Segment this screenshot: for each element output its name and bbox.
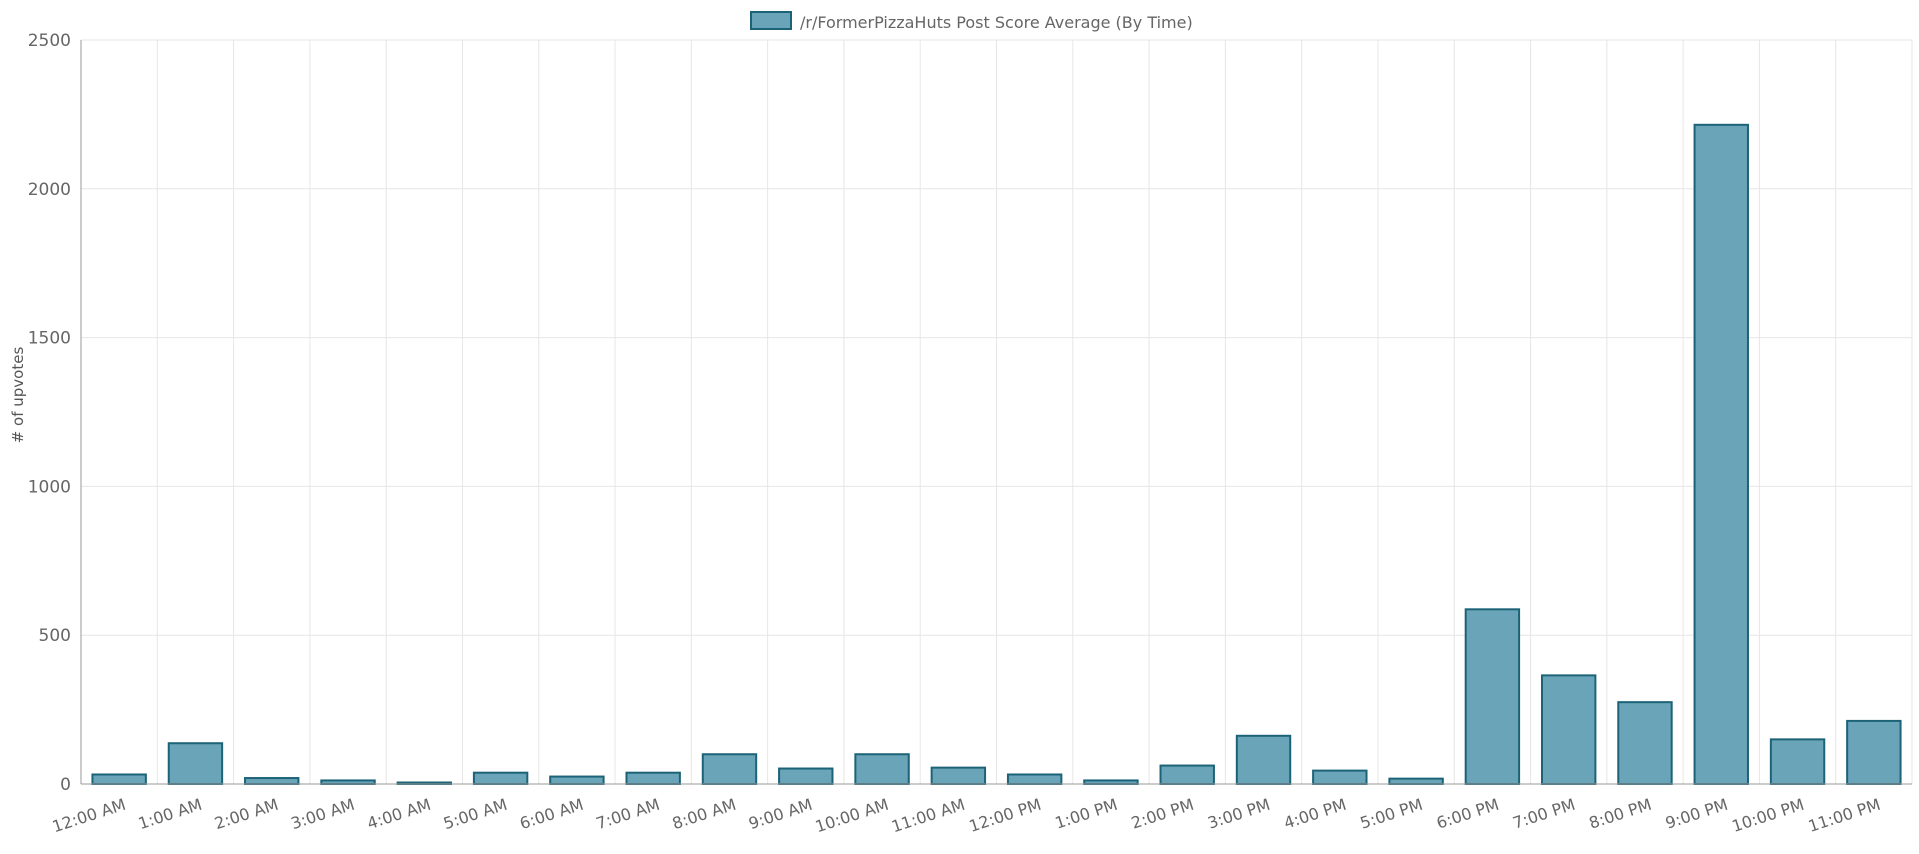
bar[interactable] (1769, 738, 1826, 785)
bar[interactable] (167, 742, 224, 786)
x-tick-label: 9:00 PM (1663, 795, 1730, 833)
bar[interactable] (854, 753, 910, 785)
legend[interactable]: /r/FormerPizzaHuts Post Score Average (B… (750, 11, 1193, 32)
y-tick-label: 1000 (28, 477, 71, 497)
bar[interactable] (1846, 719, 1902, 786)
x-tick-label: 3:00 PM (1205, 795, 1272, 833)
y-tick-label: 2000 (28, 180, 71, 200)
x-tick-label: 6:00 AM (517, 795, 585, 833)
bar[interactable] (1540, 674, 1597, 785)
x-tick-label: 8:00 AM (670, 795, 738, 833)
x-tick-label: 11:00 AM (889, 795, 967, 837)
bar[interactable] (1312, 769, 1368, 785)
x-tick-label: 5:00 PM (1358, 795, 1425, 833)
x-tick-label: 1:00 AM (136, 795, 204, 833)
legend-label: /r/FormerPizzaHuts Post Score Average (B… (800, 13, 1193, 32)
y-tick-labels: 0 500 1000 1500 2000 2500 (28, 31, 71, 795)
x-tick-label: 12:00 PM (967, 795, 1044, 836)
x-tick-label: 12:00 AM (50, 795, 128, 837)
x-tick-label: 2:00 PM (1129, 795, 1196, 833)
legend-swatch (750, 11, 792, 30)
bar[interactable] (778, 767, 834, 785)
gridlines (81, 39, 1913, 785)
x-tick-label: 5:00 AM (441, 795, 509, 833)
x-tick-label: 9:00 AM (746, 795, 814, 833)
x-tick-label: 10:00 PM (1730, 795, 1807, 836)
bar[interactable] (930, 766, 987, 786)
x-tick-label: 1:00 PM (1053, 795, 1120, 833)
bar[interactable] (91, 773, 147, 786)
bar[interactable] (549, 775, 605, 785)
x-tick-label: 6:00 PM (1434, 795, 1501, 833)
bar[interactable] (625, 771, 681, 786)
bar[interactable] (1006, 773, 1063, 786)
y-tick-label: 500 (39, 626, 71, 646)
x-tick-label: 11:00 PM (1806, 795, 1883, 836)
bar[interactable] (1388, 777, 1444, 785)
x-tick-labels: 12:00 AM 1:00 AM 2:00 AM 3:00 AM 4:00 AM 5:00… (50, 795, 1883, 837)
x-tick-label: 7:00 AM (594, 795, 662, 833)
bar[interactable] (701, 753, 758, 785)
x-tick-label: 10:00 AM (813, 795, 891, 837)
bar[interactable] (1617, 701, 1673, 785)
axes (80, 40, 1912, 785)
bar[interactable] (320, 779, 376, 785)
x-tick-label: 7:00 PM (1510, 795, 1577, 833)
x-tick-label: 8:00 PM (1587, 795, 1654, 833)
y-tick-label: 1500 (28, 329, 71, 349)
bars (91, 123, 1902, 786)
bar[interactable] (1159, 764, 1215, 786)
y-tick-label: 0 (60, 775, 71, 795)
bar[interactable] (1693, 123, 1749, 786)
bar[interactable] (244, 777, 300, 785)
bar[interactable] (1235, 734, 1292, 786)
x-tick-label: 3:00 AM (288, 795, 356, 833)
x-tick-label: 4:00 PM (1281, 795, 1348, 833)
y-axis-title: # of upvotes (9, 347, 27, 444)
y-tick-label: 2500 (28, 31, 71, 51)
bar[interactable] (472, 771, 529, 786)
x-tick-label: 4:00 AM (365, 795, 433, 833)
bar[interactable] (1083, 779, 1139, 785)
bar[interactable] (1464, 608, 1521, 785)
x-tick-label: 2:00 AM (212, 795, 280, 833)
